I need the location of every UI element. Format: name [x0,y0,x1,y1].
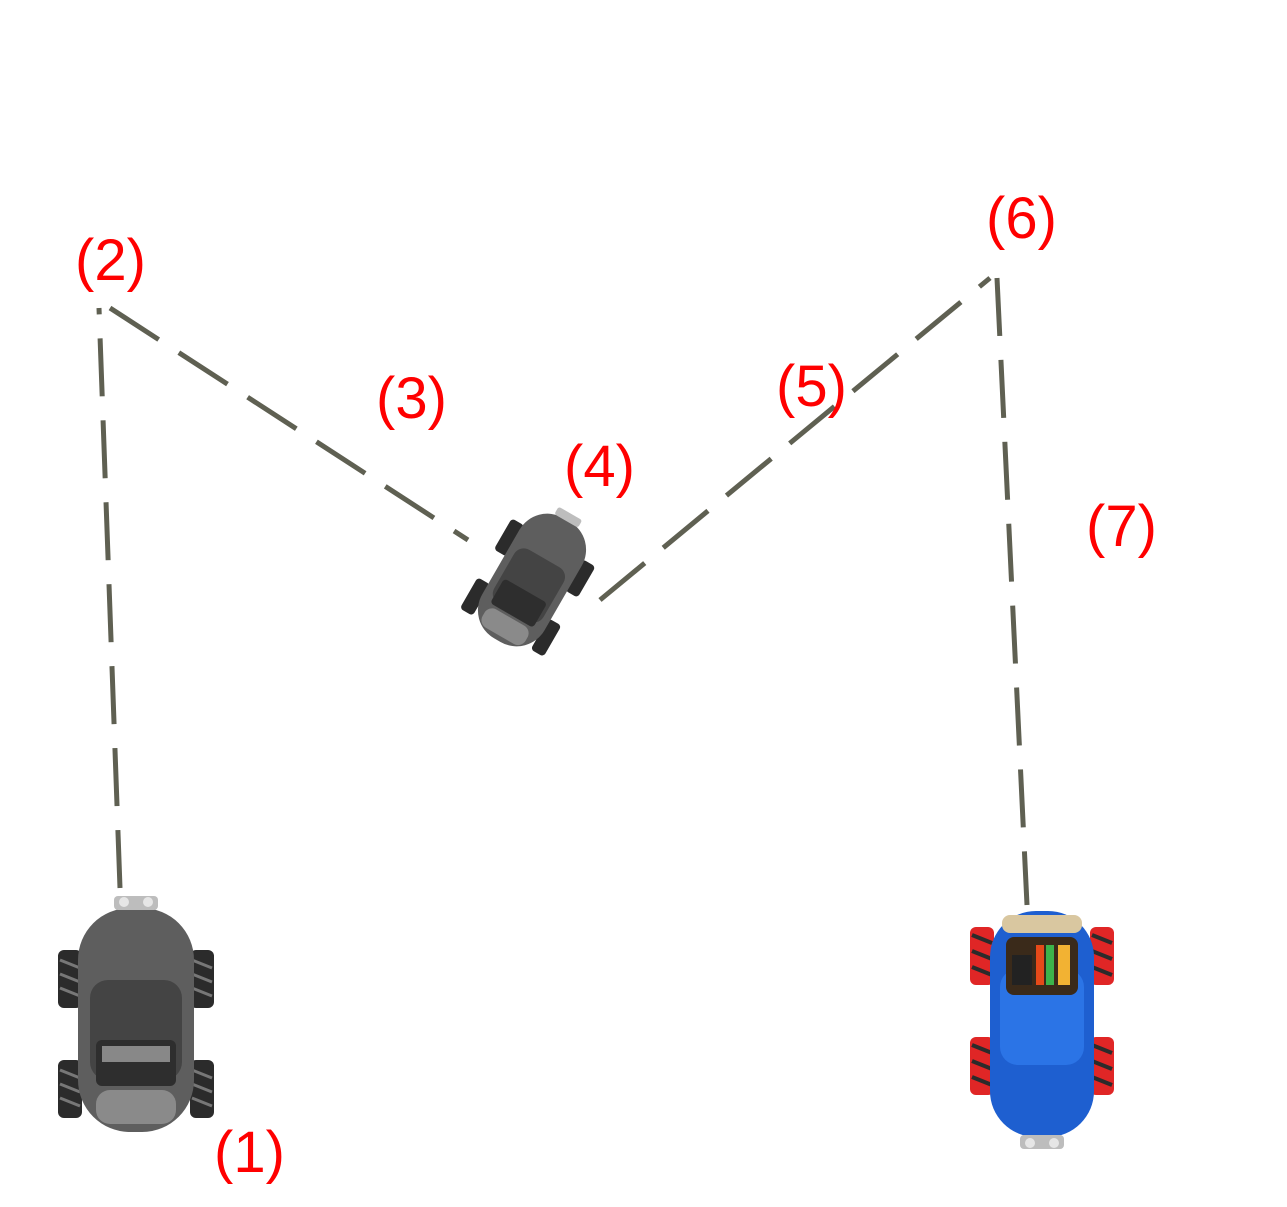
step-label-4: (4) [564,434,635,499]
path-segment-1-2 [96,307,123,889]
robot-car-icon [970,911,1114,1149]
step-label-5: (5) [776,354,847,419]
step-labels: (1) (2) (3) (4) (5) (6) (7) [75,186,1157,1185]
robot-car-icon [58,896,214,1132]
path-segment-6-end [994,277,1030,906]
step-label-2: (2) [75,228,146,293]
path-segment-2-4 [108,305,470,543]
step-label-3: (3) [376,366,447,431]
step-label-6: (6) [986,186,1057,251]
step-label-7: (7) [1086,494,1157,559]
robot-car-icon [461,507,595,656]
robot-path [96,276,1030,906]
path-segment-4-6 [598,276,992,602]
step-label-1: (1) [214,1120,285,1185]
